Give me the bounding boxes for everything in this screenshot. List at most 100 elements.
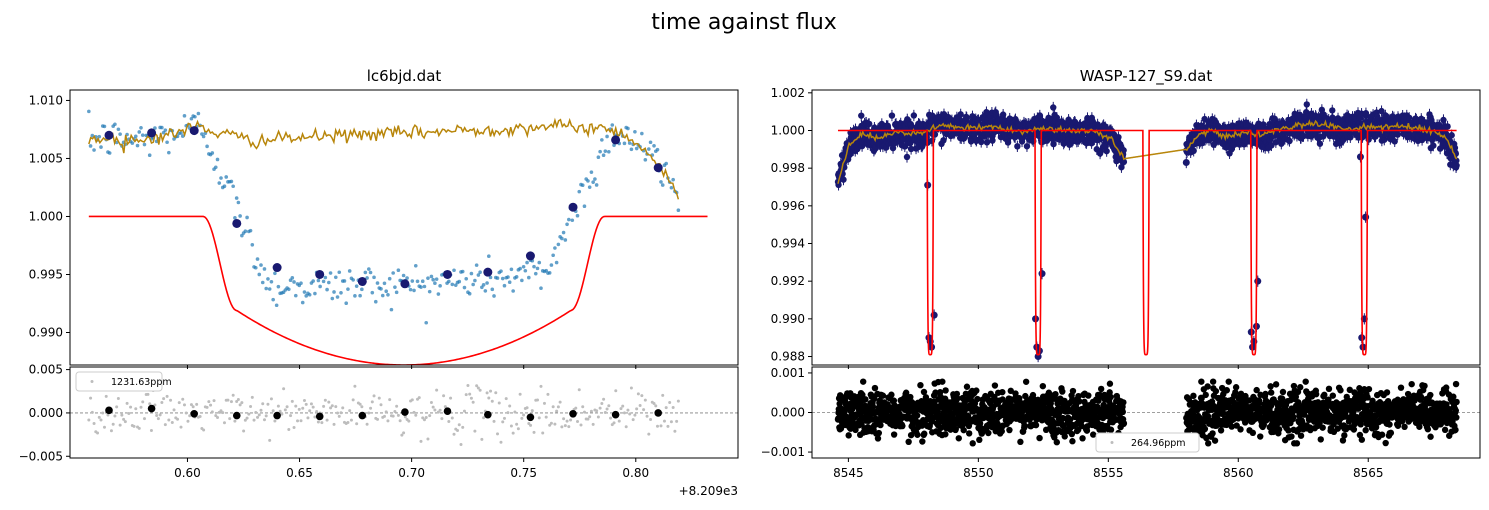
left-data-point: [438, 284, 442, 288]
left-data-point: [307, 292, 312, 297]
left-resid-point: [370, 400, 374, 404]
left-data-point: [113, 122, 117, 127]
left-data-point: [544, 268, 548, 273]
left-data-point: [379, 287, 383, 291]
left-resid-point: [576, 420, 580, 424]
left-data-point: [384, 289, 389, 294]
left-data-point: [565, 222, 569, 227]
left-data-point: [99, 145, 103, 149]
left-data-point: [648, 140, 653, 145]
left-resid-point: [612, 421, 616, 425]
left-resid-point: [325, 418, 329, 422]
left-resid-point: [662, 419, 666, 423]
left-resid-point: [235, 400, 239, 404]
left-resid-point: [327, 400, 331, 404]
left-data-point: [337, 270, 342, 275]
left-resid-point: [189, 403, 193, 407]
left-data-point: [347, 269, 352, 273]
left-resid-point: [609, 416, 613, 420]
left-resid-point: [537, 416, 541, 420]
left-data-point: [655, 147, 660, 152]
left-resid-point: [89, 396, 93, 400]
left-resid-point: [442, 394, 446, 398]
left-resid-point: [348, 409, 352, 413]
left-data-point: [339, 291, 343, 295]
left-data-point: [547, 271, 552, 275]
left-resid-point: [450, 416, 454, 420]
left-data-point: [287, 287, 291, 292]
left-data-point: [87, 109, 91, 114]
left-data-point: [313, 291, 317, 296]
left-data-point: [629, 147, 634, 152]
left-resid-binned-point: [147, 404, 156, 413]
left-resid-point: [179, 425, 183, 429]
left-data-point: [450, 282, 455, 287]
left-resid-point: [489, 389, 493, 393]
left-resid-point: [299, 419, 303, 423]
right-outlier-point: [1362, 213, 1370, 221]
left-resid-point: [238, 403, 242, 407]
right-data-point: [1303, 101, 1310, 108]
left-data-point: [130, 141, 135, 145]
left-resid-point: [643, 398, 647, 402]
left-data-point: [90, 133, 95, 138]
right-data-point: [1448, 132, 1455, 139]
left-resid-point: [120, 413, 124, 417]
left-model-line: [88, 215, 708, 365]
right-data-point: [1014, 143, 1021, 150]
right-outlier-point: [1254, 277, 1262, 285]
right-data-point: [1453, 162, 1460, 169]
left-resid-point: [148, 402, 152, 406]
left-data-point: [553, 246, 557, 250]
left-resid-point: [336, 411, 340, 415]
left-resid-point: [647, 432, 651, 436]
left-resid-point: [473, 429, 477, 433]
left-resid-legend-box: [75, 371, 163, 392]
left-data-point: [521, 264, 526, 269]
left-data-point: [478, 270, 482, 275]
left-data-point: [523, 268, 528, 273]
left-data-point: [193, 114, 197, 119]
left-resid-point: [598, 406, 602, 410]
left-data-point: [353, 294, 357, 298]
left-resid-point: [509, 424, 513, 428]
left-data-point: [580, 183, 585, 187]
left-resid-point: [309, 402, 313, 406]
left-data-point: [506, 275, 510, 279]
left-resid-point: [490, 399, 494, 403]
right-data-point: [1004, 139, 1012, 146]
left-data-point: [434, 277, 439, 281]
left-resid-point: [588, 415, 592, 419]
left-data-point: [575, 213, 580, 218]
left-resid-point: [676, 399, 680, 403]
left-main-plot-area: [87, 109, 708, 365]
left-resid-point: [346, 420, 350, 424]
right-resid-point: [852, 426, 859, 434]
left-data-point: [116, 127, 121, 132]
left-data-point: [264, 286, 269, 291]
left-resid-point: [280, 412, 284, 416]
left-resid-point: [170, 420, 174, 424]
left-resid-point: [645, 414, 649, 418]
right-data-point: [1362, 110, 1370, 117]
left-data-point: [607, 149, 611, 154]
left-resid-point: [311, 405, 315, 409]
right-data-point: [1023, 143, 1031, 150]
left-resid-point: [252, 418, 256, 422]
left-resid-point: [292, 426, 296, 430]
left-resid-point: [262, 418, 266, 422]
left-resid-point: [410, 398, 414, 402]
left-main-ytick-label: 0.995: [29, 267, 63, 281]
left-resid-point: [294, 404, 298, 408]
left-resid-point: [407, 419, 411, 423]
left-resid-point: [158, 413, 162, 417]
left-resid-point: [649, 418, 653, 422]
left-resid-point: [577, 388, 581, 392]
left-binned-point: [653, 163, 663, 173]
left-data-point: [537, 260, 542, 265]
right-data-point: [1391, 138, 1398, 145]
left-resid-point: [661, 393, 665, 397]
left-data-point: [222, 184, 227, 189]
left-data-point: [469, 271, 474, 276]
left-resid-point: [231, 393, 235, 397]
